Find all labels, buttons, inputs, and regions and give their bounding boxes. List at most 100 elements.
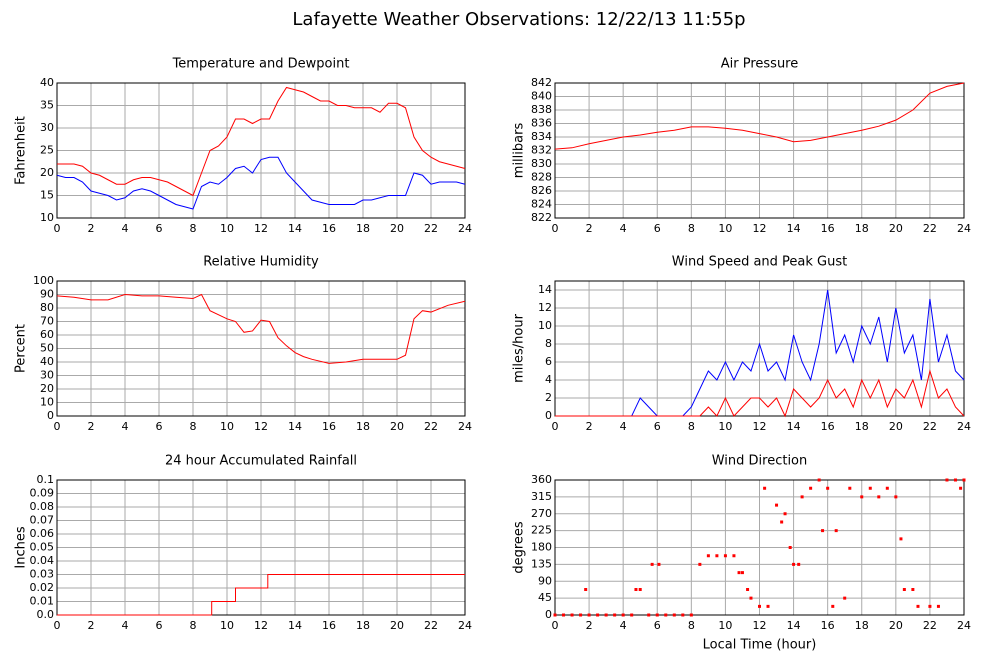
data-point	[579, 613, 583, 617]
data-line	[57, 574, 465, 616]
data-point	[792, 562, 796, 566]
x-tick-label: 0	[54, 420, 61, 433]
chart-title: Wind Speed and Peak Gust	[672, 255, 847, 270]
y-tick-label: 0	[545, 409, 552, 422]
x-tick-label: 20	[390, 619, 404, 632]
x-tick-label: 4	[122, 619, 129, 632]
data-point	[860, 495, 864, 499]
y-axis-label: degrees	[512, 521, 527, 574]
y-tick-label: 270	[531, 507, 552, 520]
x-tick-label: 6	[156, 222, 163, 235]
y-tick-label: 824	[531, 198, 552, 211]
x-tick-label: 8	[190, 619, 197, 632]
data-point	[936, 604, 940, 608]
x-tick-label: 24	[957, 222, 971, 235]
y-tick-label: 0.09	[30, 487, 55, 500]
y-tick-label: 828	[531, 171, 552, 184]
data-point	[899, 537, 903, 541]
data-point	[621, 613, 625, 617]
x-tick-label: 8	[688, 619, 695, 632]
data-point	[681, 613, 685, 617]
y-tick-label: 0.02	[30, 581, 55, 594]
data-point	[758, 604, 761, 608]
plot-frame	[554, 479, 965, 616]
data-point	[783, 512, 787, 516]
y-tick-label: 14	[538, 283, 552, 296]
y-tick-label: 6	[545, 355, 552, 368]
data-point	[596, 613, 600, 617]
data-point	[706, 554, 710, 558]
y-tick-label: 826	[531, 184, 552, 197]
x-tick-label: 14	[288, 619, 302, 632]
data-point	[826, 486, 830, 490]
x-tick-label: 18	[356, 420, 370, 433]
data-point	[664, 613, 668, 617]
y-tick-label: 25	[40, 144, 54, 157]
x-tick-label: 14	[787, 619, 801, 632]
data-point	[604, 613, 608, 617]
y-tick-label: 40	[40, 355, 54, 368]
data-point	[962, 478, 966, 482]
x-tick-label: 10	[718, 619, 732, 632]
y-tick-label: 315	[531, 490, 552, 503]
data-point	[809, 486, 813, 490]
data-point	[698, 562, 702, 566]
y-tick-label: 135	[531, 557, 552, 570]
x-tick-label: 10	[718, 420, 732, 433]
data-point	[746, 588, 750, 591]
data-line	[56, 156, 466, 210]
y-axis-label: Fahrenheit	[14, 116, 29, 185]
y-tick-label: 838	[531, 103, 552, 116]
data-line	[554, 82, 965, 150]
x-tick-label: 2	[88, 619, 95, 632]
data-point	[817, 478, 821, 482]
y-tick-label: 0.06	[30, 527, 55, 540]
y-tick-label: 0.0	[37, 608, 55, 621]
x-tick-label: 0	[552, 420, 559, 433]
y-tick-label: 12	[538, 301, 552, 314]
x-tick-label: 12	[254, 420, 268, 433]
page-title: Lafayette Weather Observations: 12/22/13…	[292, 9, 745, 30]
y-axis-label: miles/hour	[512, 313, 527, 382]
data-point	[831, 604, 835, 608]
x-tick-label: 14	[288, 420, 302, 433]
x-tick-label: 6	[654, 222, 661, 235]
x-tick-label: 4	[620, 619, 627, 632]
data-point	[848, 486, 852, 490]
data-point	[630, 613, 634, 617]
y-tick-label: 0.05	[30, 541, 55, 554]
chart-title: 24 hour Accumulated Rainfall	[165, 454, 357, 469]
x-tick-label: 4	[620, 222, 627, 235]
x-tick-label: 18	[855, 222, 869, 235]
x-tick-label: 2	[88, 420, 95, 433]
data-point	[655, 613, 659, 617]
x-tick-label: 12	[753, 222, 767, 235]
y-tick-label: 80	[40, 301, 54, 314]
data-point	[672, 613, 676, 617]
x-tick-label: 22	[923, 619, 937, 632]
y-tick-label: 0.08	[30, 500, 55, 513]
y-tick-label: 822	[531, 211, 552, 224]
y-tick-label: 40	[40, 76, 54, 89]
x-tick-label: 16	[322, 420, 336, 433]
data-point	[749, 596, 753, 600]
y-tick-label: 35	[40, 99, 54, 112]
data-point	[587, 613, 591, 617]
x-tick-label: 14	[787, 222, 801, 235]
y-tick-label: 0.07	[30, 514, 55, 527]
y-tick-label: 90	[538, 574, 552, 587]
y-tick-label: 10	[40, 211, 54, 224]
data-point	[584, 588, 588, 591]
data-point	[657, 562, 661, 566]
y-tick-label: 30	[40, 369, 54, 382]
data-point	[638, 588, 642, 591]
x-tick-label: 12	[254, 222, 268, 235]
x-tick-label: 0	[54, 222, 61, 235]
data-point	[916, 604, 920, 608]
data-point	[821, 529, 825, 533]
y-tick-label: 225	[531, 524, 552, 537]
data-point	[911, 588, 915, 591]
data-point	[877, 495, 881, 499]
data-point	[613, 613, 617, 617]
